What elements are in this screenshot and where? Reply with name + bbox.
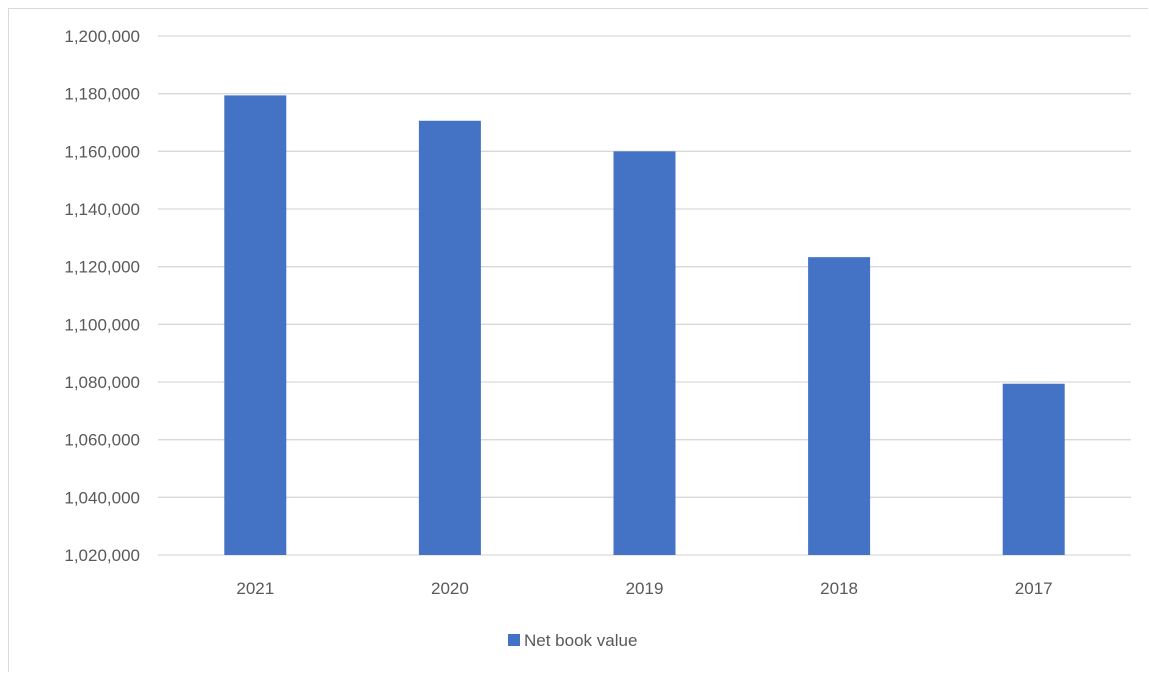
- x-axis: 2021 2020 2019 2018 2017: [236, 579, 1052, 598]
- y-tick-label: 1,080,000: [64, 373, 140, 392]
- y-tick-label: 1,200,000: [64, 27, 140, 46]
- x-tick-label: 2017: [1015, 579, 1053, 598]
- bar-2018: [808, 257, 871, 555]
- y-tick-label: 1,040,000: [64, 488, 140, 507]
- bar-2019: [613, 151, 676, 556]
- y-tick-label: 1,140,000: [64, 200, 140, 219]
- chart-frame: [8, 8, 1148, 672]
- bar-2020: [418, 120, 481, 556]
- y-tick-label: 1,120,000: [64, 258, 140, 277]
- y-tick-label: 1,180,000: [64, 85, 140, 104]
- x-tick-label: 2018: [820, 579, 858, 598]
- legend-swatch: [508, 634, 520, 646]
- bar-2017: [1002, 383, 1065, 555]
- legend-label: Net book value: [524, 631, 637, 650]
- x-tick-label: 2019: [626, 579, 664, 598]
- y-tick-label: 1,060,000: [64, 431, 140, 450]
- legend: Net book value: [508, 631, 637, 650]
- y-tick-label: 1,020,000: [64, 546, 140, 565]
- y-tick-label: 1,100,000: [64, 315, 140, 334]
- x-tick-label: 2020: [431, 579, 469, 598]
- x-tick-label: 2021: [236, 579, 274, 598]
- bars: [224, 95, 1065, 556]
- bar-2021: [224, 95, 287, 555]
- y-axis: 1,020,000 1,040,000 1,060,000 1,080,000 1,10…: [64, 27, 140, 565]
- y-tick-label: 1,160,000: [64, 142, 140, 161]
